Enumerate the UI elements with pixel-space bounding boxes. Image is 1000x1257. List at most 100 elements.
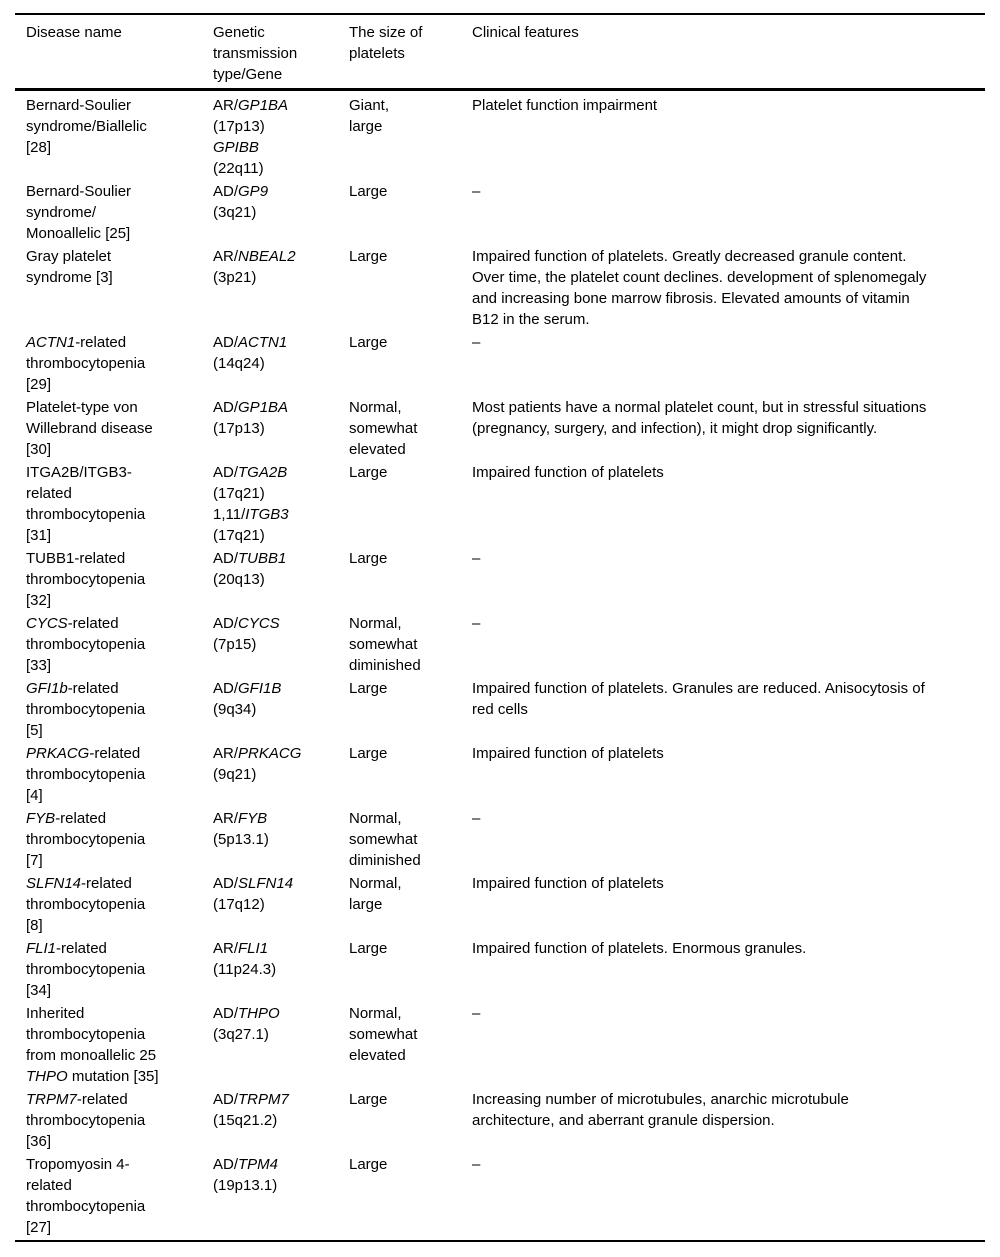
cell-disease-name: Bernard-Soulier syndrome/Biallelic [28] [26, 97, 147, 156]
gene-name-italic: ITGB3 [245, 506, 289, 523]
cell-genetic-transmission: AD/ACTN1 (14q24) [213, 334, 288, 372]
table-row: Bernard-Soulier syndrome/ Monoallelic [2… [15, 181, 985, 246]
gene-name-italic: TRPM7 [238, 1091, 289, 1108]
gene-name-italic: PRKACG [26, 745, 90, 762]
cell-platelet-size: Large [349, 1091, 388, 1108]
cell-platelet-size: Large [349, 940, 388, 957]
cell-disease-name: ACTN1-related thrombocytopenia [29] [26, 334, 146, 393]
table-row: TRPM7-related thrombocytopenia [36] AD/TR… [15, 1089, 985, 1154]
gene-name-italic: TGA2B [238, 464, 288, 481]
disease-table: Disease name Genetic transmission type/G… [15, 13, 985, 1242]
gene-name-italic: FYB [26, 810, 56, 827]
table-row: Gray platelet syndrome [3] AR/NBEAL2 (3p2… [15, 246, 985, 332]
table-row: CYCS-related thrombocytopenia [33] AD/CYC… [15, 613, 985, 678]
cell-genetic-transmission: AR/FLI1 (11p24.3) [213, 940, 277, 978]
cell-platelet-size: Large [349, 334, 388, 351]
cell-disease-name: CYCS-related thrombocytopenia [33] [26, 615, 146, 674]
cell-clinical-features: Impaired function of platelets. Granules… [472, 680, 925, 718]
cell-clinical-features: Impaired function of platelets [472, 745, 664, 762]
cell-clinical-features: Platelet function impairment [472, 97, 658, 114]
gene-name-italic: TUBB1 [238, 550, 287, 567]
cell-clinical-features: – [472, 1156, 481, 1173]
cell-platelet-size: Normal, somewhat elevated [349, 1005, 418, 1064]
cell-disease-name: SLFN14-related thrombocytopenia [8] [26, 875, 146, 934]
table-body: Bernard-Soulier syndrome/Biallelic [28] A… [15, 90, 985, 1242]
table-row: SLFN14-related thrombocytopenia [8] AD/SL… [15, 873, 985, 938]
cell-genetic-transmission: AD/TUBB1 (20q13) [213, 550, 287, 588]
cell-genetic-transmission: AD/SLFN14 (17q12) [213, 875, 294, 913]
cell-clinical-features: – [472, 183, 481, 200]
column-header-platelet-size: The size of platelets [349, 14, 472, 91]
gene-name-italic: ACTN1 [238, 334, 288, 351]
cell-disease-name: FLI1-related thrombocytopenia [34] [26, 940, 146, 999]
cell-clinical-features: Impaired function of platelets. Greatly … [472, 248, 927, 328]
cell-platelet-size: Normal, large [349, 875, 402, 913]
gene-name-italic: ACTN1 [26, 334, 76, 351]
column-header-genetic-transmission: Genetic transmission type/Gene [213, 14, 349, 91]
cell-disease-name: Tropomyosin 4- related thrombocytopenia … [26, 1156, 146, 1236]
cell-clinical-features: Impaired function of platelets [472, 875, 664, 892]
cell-disease-name: ITGA2B/ITGB3- related thrombocytopenia [… [26, 464, 146, 544]
cell-clinical-features: – [472, 615, 481, 632]
gene-name-italic: PRKACG [238, 745, 302, 762]
gene-name-italic: THPO [238, 1005, 280, 1022]
cell-genetic-transmission: AD/GFI1B (9q34) [213, 680, 282, 718]
cell-platelet-size: Large [349, 183, 388, 200]
cell-disease-name: Platelet-type von Willebrand disease [30… [26, 399, 153, 458]
table-row: FYB-related thrombocytopenia [7] AR/FYB (… [15, 808, 985, 873]
table-row: Inherited thrombocytopenia from monoalle… [15, 1003, 985, 1089]
cell-platelet-size: Large [349, 680, 388, 697]
cell-disease-name: Gray platelet syndrome [3] [26, 248, 113, 286]
cell-disease-name: Inherited thrombocytopenia from monoalle… [26, 1005, 159, 1085]
cell-clinical-features: – [472, 550, 481, 567]
cell-genetic-transmission: AD/TPM4 (19p13.1) [213, 1156, 279, 1194]
cell-platelet-size: Large [349, 248, 388, 265]
cell-genetic-transmission: AR/PRKACG (9q21) [213, 745, 302, 783]
gene-name-italic: GPIBB [213, 139, 259, 156]
gene-name-italic: GP1BA [238, 97, 289, 114]
gene-name-italic: GFI1B [238, 680, 282, 697]
gene-name-italic: SLFN14 [238, 875, 294, 892]
cell-clinical-features: Impaired function of platelets [472, 464, 664, 481]
table-row: FLI1-related thrombocytopenia [34] AR/FLI… [15, 938, 985, 1003]
table-row: TUBB1-related thrombocytopenia [32] AD/TU… [15, 548, 985, 613]
table-row: GFI1b-related thrombocytopenia [5] AD/GFI… [15, 678, 985, 743]
cell-disease-name: TRPM7-related thrombocytopenia [36] [26, 1091, 146, 1150]
table-row: ACTN1-related thrombocytopenia [29] AD/AC… [15, 332, 985, 397]
cell-platelet-size: Large [349, 1156, 388, 1173]
column-header-disease-name: Disease name [15, 14, 213, 91]
gene-name-italic: GP9 [238, 183, 269, 200]
gene-name-italic: TPM4 [238, 1156, 279, 1173]
cell-clinical-features: Increasing number of microtubules, anarc… [472, 1091, 849, 1129]
cell-clinical-features: Impaired function of platelets. Enormous… [472, 940, 807, 957]
cell-clinical-features: – [472, 810, 481, 827]
cell-genetic-transmission: AD/THPO (3q27.1) [213, 1005, 280, 1043]
table-row: Bernard-Soulier syndrome/Biallelic [28] A… [15, 90, 985, 182]
gene-name-italic: GFI1b [26, 680, 68, 697]
cell-genetic-transmission: AD/TGA2B (17q21) 1,11/ITGB3 (17q21) [213, 464, 289, 544]
cell-disease-name: Bernard-Soulier syndrome/ Monoallelic [2… [26, 183, 132, 242]
cell-platelet-size: Large [349, 550, 388, 567]
cell-disease-name: TUBB1-related thrombocytopenia [32] [26, 550, 146, 609]
cell-genetic-transmission: AR/GP1BA (17p13) GPIBB (22q11) [213, 97, 289, 177]
gene-name-italic: CYCS [26, 615, 68, 632]
cell-platelet-size: Large [349, 464, 388, 481]
table-row: ITGA2B/ITGB3- related thrombocytopenia [… [15, 462, 985, 548]
table-row: Tropomyosin 4- related thrombocytopenia … [15, 1154, 985, 1241]
cell-genetic-transmission: AD/TRPM7 (15q21.2) [213, 1091, 289, 1129]
cell-platelet-size: Normal, somewhat elevated [349, 399, 418, 458]
cell-platelet-size: Giant, large [349, 97, 390, 135]
column-header-clinical-features: Clinical features [472, 14, 985, 91]
gene-name-italic: NBEAL2 [238, 248, 296, 265]
cell-genetic-transmission: AD/CYCS (7p15) [213, 615, 280, 653]
cell-genetic-transmission: AD/GP9 (3q21) [213, 183, 269, 221]
gene-name-italic: CYCS [238, 615, 280, 632]
table-row: PRKACG-related thrombocytopenia [4] AR/PR… [15, 743, 985, 808]
cell-disease-name: FYB-related thrombocytopenia [7] [26, 810, 146, 869]
cell-genetic-transmission: AR/FYB (5p13.1) [213, 810, 269, 848]
table-header-row: Disease name Genetic transmission type/G… [15, 14, 985, 91]
cell-platelet-size: Normal, somewhat diminished [349, 615, 421, 674]
cell-clinical-features: – [472, 1005, 481, 1022]
cell-disease-name: GFI1b-related thrombocytopenia [5] [26, 680, 146, 739]
